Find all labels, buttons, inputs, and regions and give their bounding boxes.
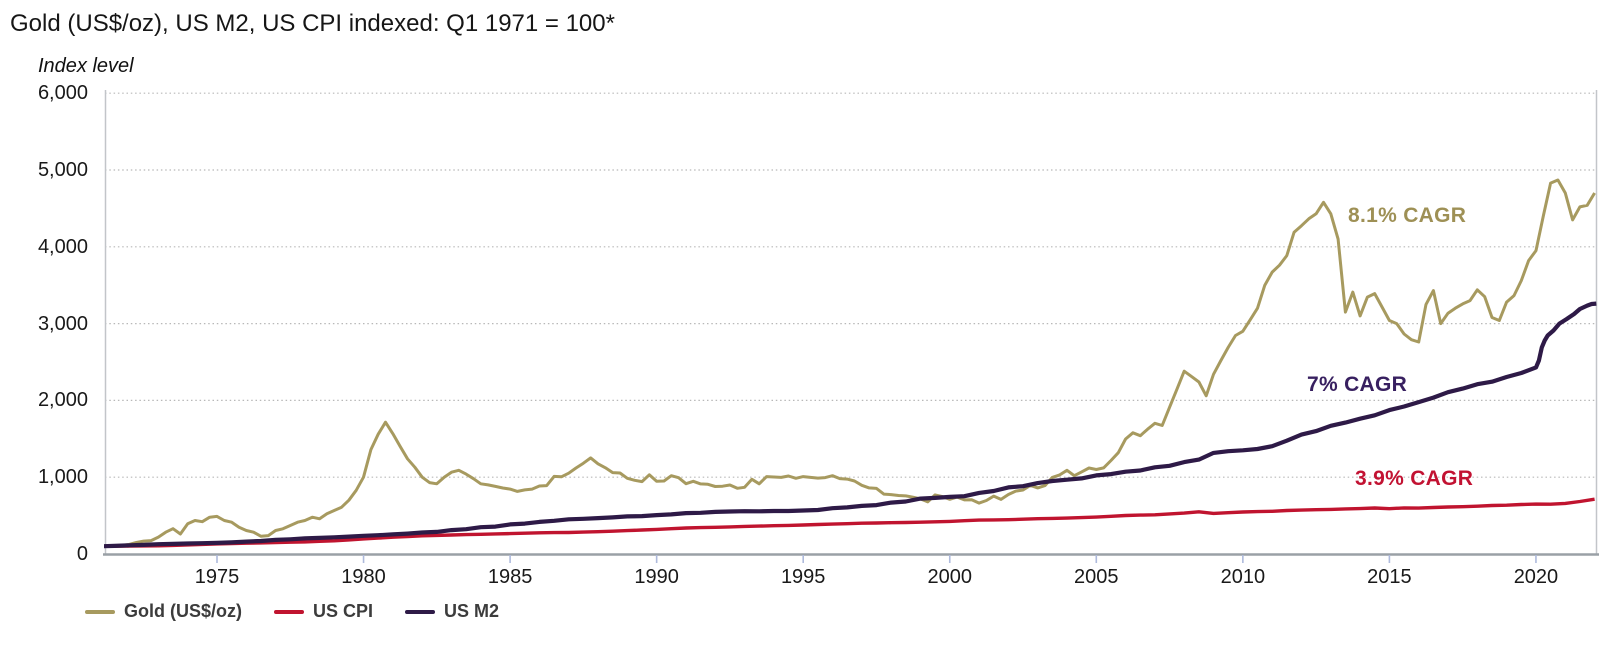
x-axis-label-2020: 2020 [1513,566,1559,588]
gold-line [104,178,1596,548]
legend-item-gold: Gold (US$/oz) [85,601,242,622]
y-axis-label-1,000: 1,000 [37,466,88,489]
legend-label-gold: Gold (US$/oz) [124,601,242,621]
legend-item-us-cpi: US CPI [274,601,373,622]
legend-item-us-m2: US M2 [405,601,499,622]
x-axis-label-1995: 1995 [780,566,826,588]
us-cpi-line [104,497,1595,548]
legend-label-us-m2: US M2 [444,601,500,621]
cpi-cagr-annotation: 3.9% CAGR [1355,467,1474,490]
x-axis-label-1980: 1980 [341,566,386,588]
legend-label-us-cpi: US CPI [313,601,374,621]
y-axis-label-2,000: 2,000 [37,389,88,412]
us-m2-line [104,301,1597,549]
y-axis-label-0: 0 [76,543,88,565]
us-m2-line-swatch-icon [405,609,436,614]
chart-title: Gold (US$/oz), US M2, US CPI indexed: Q1… [10,10,615,37]
y-axis-label-3,000: 3,000 [37,312,88,335]
gold-line-swatch-icon [85,609,115,614]
y-axis-title: Index level [38,55,134,77]
x-axis-label-1990: 1990 [634,566,679,588]
plot-borders [103,90,1599,556]
y-axis-label-5,000: 5,000 [37,159,88,181]
x-axis-label-2000: 2000 [927,566,973,588]
y-axis-label-6,000: 6,000 [37,82,88,105]
x-axis-ticks [216,555,1537,563]
gold-cagr-annotation: 8.1% CAGR [1348,204,1467,227]
x-axis-label-1975: 1975 [194,566,240,588]
us-cpi-line-swatch-icon [274,609,304,614]
m2-cagr-annotation: 7% CAGR [1307,373,1408,396]
y-axis-label-4,000: 4,000 [37,235,88,258]
legend: Gold (US$/oz) US CPI US M2 [85,601,499,622]
x-axis-label-1985: 1985 [487,566,533,588]
gridlines [105,92,1597,478]
x-axis-label-2015: 2015 [1367,566,1412,588]
x-axis-label-2005: 2005 [1074,566,1119,588]
x-axis-label-2010: 2010 [1220,566,1266,588]
